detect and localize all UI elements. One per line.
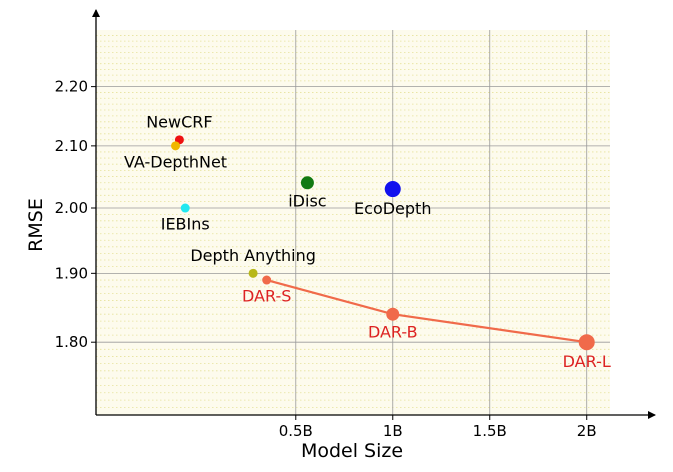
y-ticks: 1.80 1.90 2.00 2.10 2.20 [55,78,96,351]
point-label: iDisc [288,191,326,210]
point-label: EcoDepth [354,199,431,218]
series-point [262,275,272,285]
point-label: IEBIns [161,215,210,234]
baseline-point [300,176,314,190]
x-tick-label: 1.5B [473,422,507,440]
baseline-point [248,268,258,278]
y-tick-label: 1.80 [55,333,88,351]
data-points [171,135,595,351]
baseline-point [171,141,181,151]
x-tick-label: 0.5B [279,422,313,440]
point-label: Depth Anything [190,246,316,265]
y-axis-title: RMSE [25,198,47,252]
point-labels: NewCRF VA-DepthNet iDisc EcoDepth IEBIns Dept… [124,112,611,371]
baseline-point [384,181,401,198]
x-tick-label: 1B [383,422,403,440]
baseline-point [180,203,190,213]
point-label: DAR-S [242,287,291,306]
series-point [578,334,595,351]
point-label: DAR-L [563,352,611,371]
x-ticks: 0.5B 1B 1.5B 2B [279,415,597,440]
x-axis-title: Model Size [301,440,403,462]
y-tick-label: 1.90 [55,264,88,282]
plot-background [96,30,610,415]
series-point [386,307,400,321]
point-label: VA-DepthNet [124,152,227,171]
x-tick-label: 2B [577,422,597,440]
y-tick-label: 2.00 [55,199,88,217]
y-tick-label: 2.10 [55,137,88,155]
point-label: DAR-B [368,323,418,342]
y-tick-label: 2.20 [55,78,88,96]
point-label: NewCRF [146,112,212,131]
minor-grid [96,35,610,408]
